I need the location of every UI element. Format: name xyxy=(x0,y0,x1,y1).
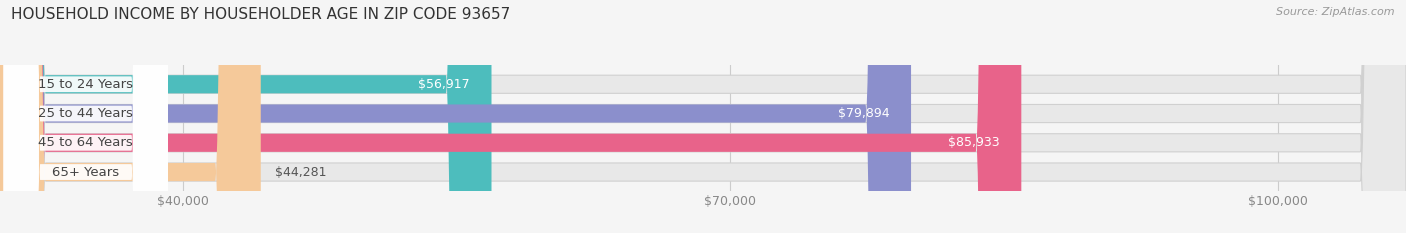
FancyBboxPatch shape xyxy=(4,0,167,233)
Text: $44,281: $44,281 xyxy=(276,165,326,178)
Text: Source: ZipAtlas.com: Source: ZipAtlas.com xyxy=(1277,7,1395,17)
Text: 65+ Years: 65+ Years xyxy=(52,165,120,178)
FancyBboxPatch shape xyxy=(0,0,492,233)
Text: 45 to 64 Years: 45 to 64 Years xyxy=(38,136,134,149)
FancyBboxPatch shape xyxy=(0,0,1021,233)
Text: 15 to 24 Years: 15 to 24 Years xyxy=(38,78,134,91)
Text: 25 to 44 Years: 25 to 44 Years xyxy=(38,107,134,120)
Text: $56,917: $56,917 xyxy=(418,78,470,91)
Text: HOUSEHOLD INCOME BY HOUSEHOLDER AGE IN ZIP CODE 93657: HOUSEHOLD INCOME BY HOUSEHOLDER AGE IN Z… xyxy=(11,7,510,22)
FancyBboxPatch shape xyxy=(0,0,260,233)
FancyBboxPatch shape xyxy=(4,0,167,233)
FancyBboxPatch shape xyxy=(0,0,911,233)
Text: $79,894: $79,894 xyxy=(838,107,889,120)
FancyBboxPatch shape xyxy=(4,0,167,233)
Text: $85,933: $85,933 xyxy=(948,136,1000,149)
FancyBboxPatch shape xyxy=(4,0,167,233)
